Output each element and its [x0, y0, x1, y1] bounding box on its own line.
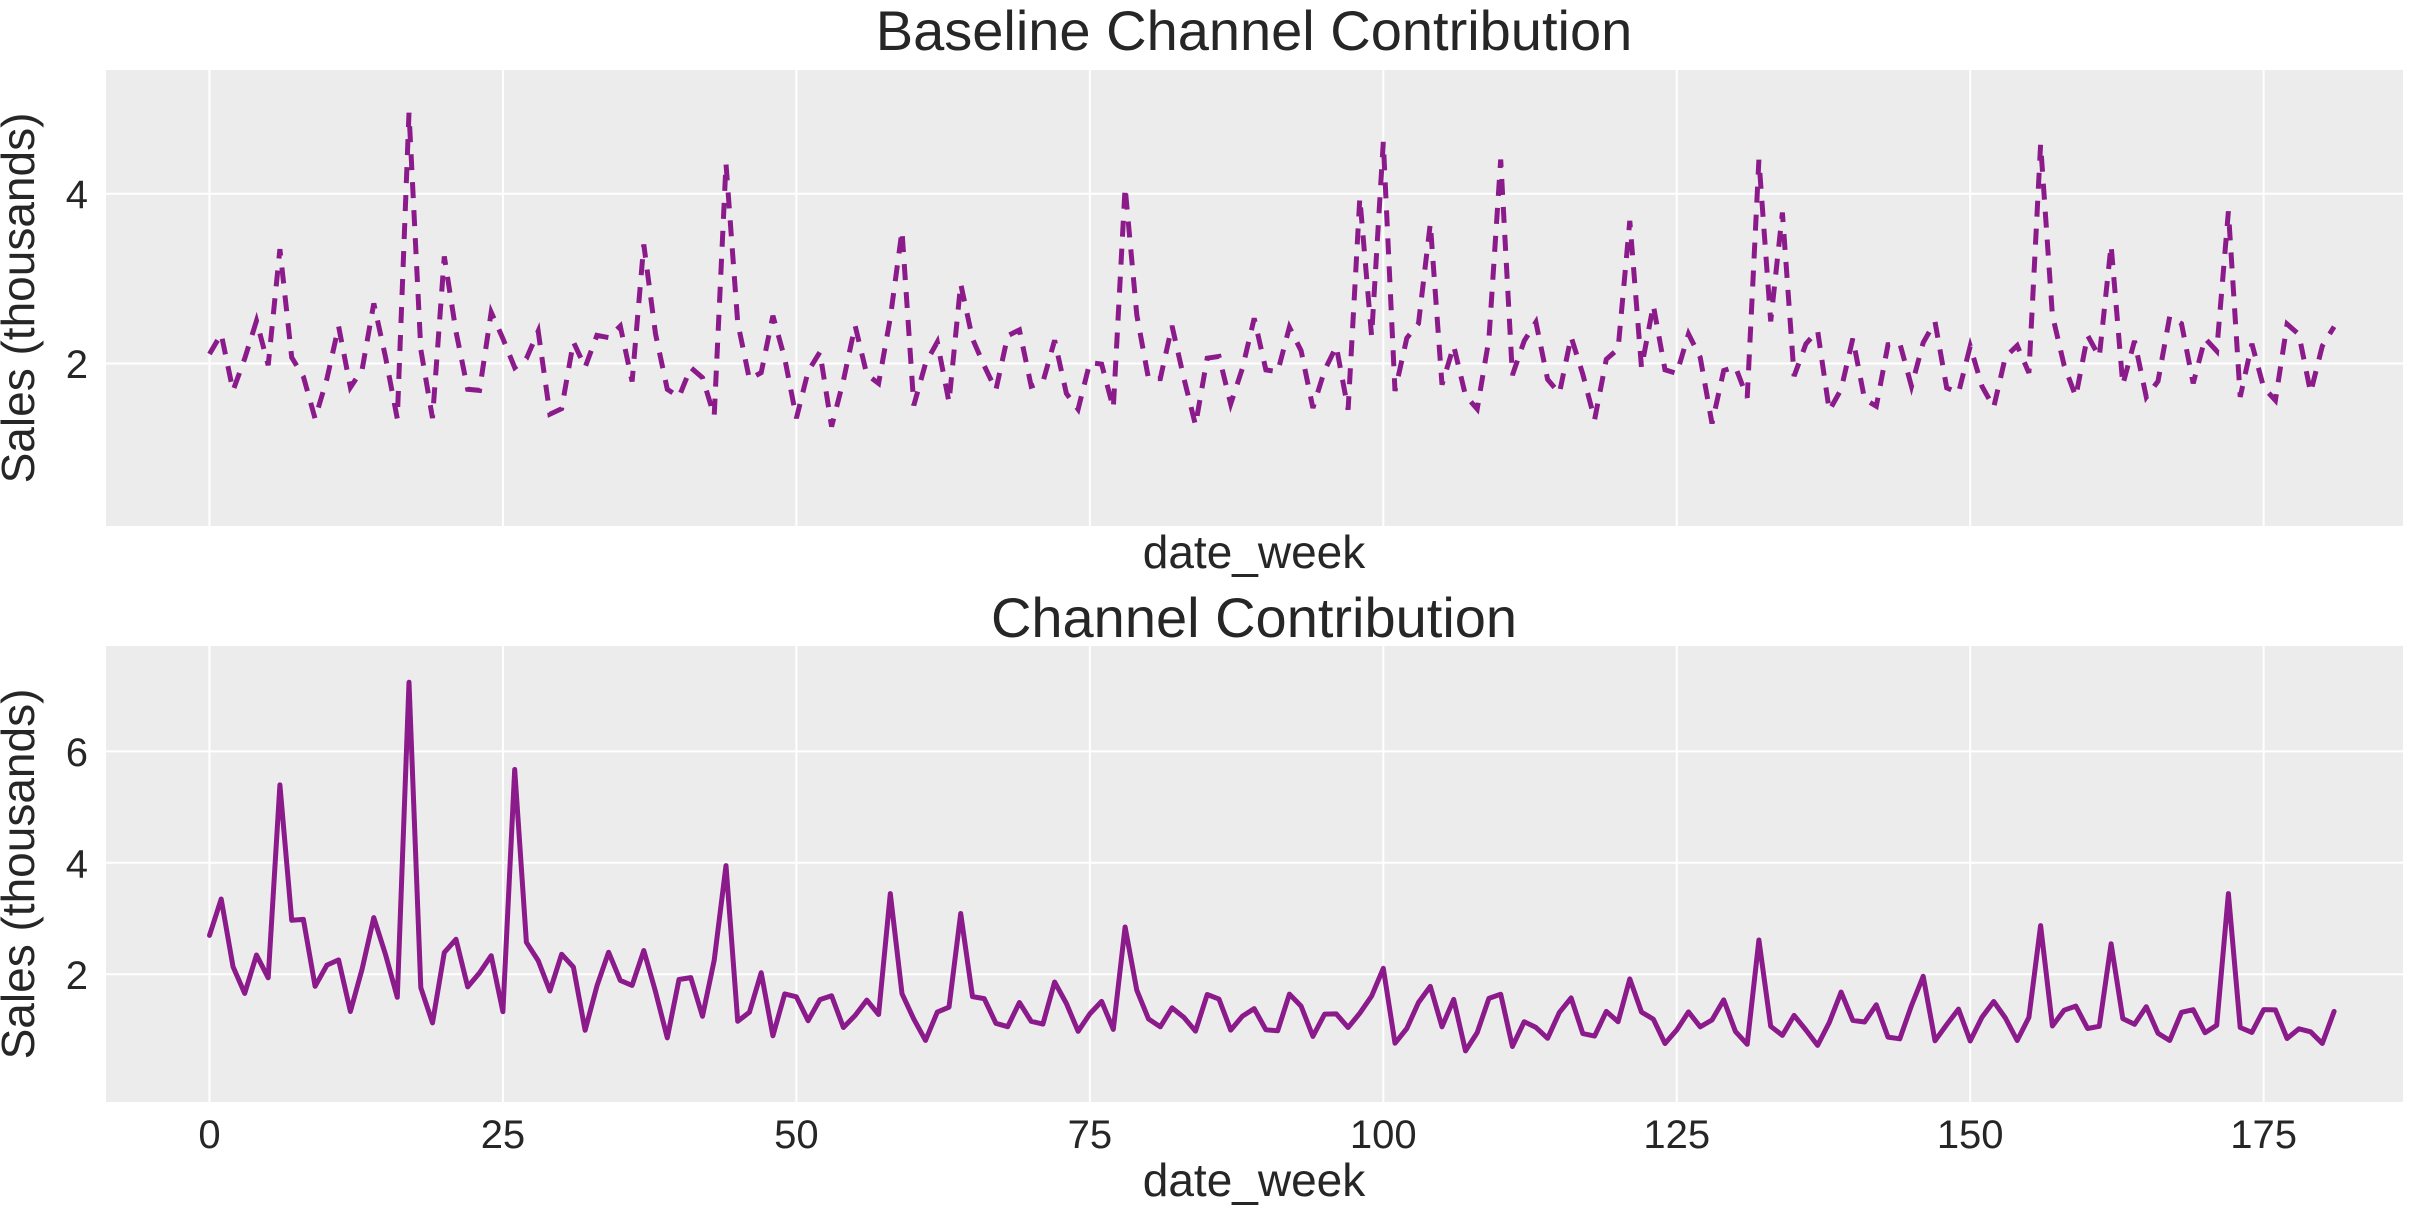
svg-text:date_week: date_week: [1143, 1154, 1366, 1206]
svg-text:150: 150: [1937, 1113, 2004, 1157]
svg-text:2: 2: [66, 954, 88, 998]
svg-text:Channel Contribution: Channel Contribution: [991, 586, 1517, 649]
svg-text:125: 125: [1643, 1113, 1710, 1157]
svg-text:6: 6: [66, 731, 88, 775]
svg-text:25: 25: [481, 1113, 526, 1157]
svg-text:75: 75: [1068, 1113, 1113, 1157]
svg-text:4: 4: [66, 843, 88, 887]
svg-text:50: 50: [774, 1113, 819, 1157]
svg-text:Baseline Channel Contribution: Baseline Channel Contribution: [876, 0, 1633, 62]
svg-text:Sales (thousands): Sales (thousands): [0, 113, 44, 484]
svg-text:date_week: date_week: [1143, 526, 1366, 578]
svg-text:0: 0: [198, 1113, 220, 1157]
svg-text:100: 100: [1350, 1113, 1417, 1157]
svg-text:4: 4: [66, 173, 88, 217]
svg-text:175: 175: [2230, 1113, 2297, 1157]
svg-text:Sales (thousands): Sales (thousands): [0, 689, 44, 1060]
svg-text:2: 2: [66, 343, 88, 387]
